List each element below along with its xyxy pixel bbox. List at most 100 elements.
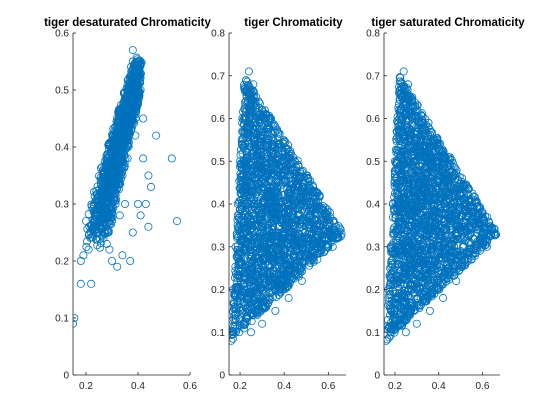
scatter-point [100,178,109,187]
scatter-point [260,274,269,283]
scatter-point [111,159,120,168]
y-tick-label: 0.4 [211,200,225,211]
scatter-point [105,219,114,228]
scatter-point [242,160,251,169]
y-tick-label: 0.3 [55,200,69,211]
data-point [144,222,153,231]
scatter-point [323,240,332,249]
scatter-point [284,147,293,156]
scatter-point [239,234,248,243]
scatter-point [294,186,303,195]
x-tick-label: 0.4 [277,381,291,392]
data-point [291,242,300,251]
scatter-point [117,106,126,115]
scatter-point [286,149,295,158]
data-point [92,211,101,220]
scatter-point [257,189,266,198]
scatter-point [114,180,123,189]
data-point [128,228,137,237]
scatter-point [241,76,250,85]
scatter-point [107,202,116,211]
y-tick-label: 0.2 [55,257,69,268]
scatter-point [262,110,271,119]
data-point [108,171,117,180]
scatter-point [272,277,281,286]
data-point [73,314,79,322]
scatter-point [86,227,95,236]
scatter-point [274,196,283,205]
scatter-point [230,273,239,282]
scatter-point [273,128,282,137]
data-point [76,256,85,265]
y-tick-label: 0.6 [211,114,225,125]
data-point [240,285,249,294]
scatter-point [131,110,140,119]
scatter-point [239,115,248,124]
scatter-point [249,97,258,106]
data-point [238,127,247,136]
scatter-point [266,115,275,124]
scatter-point [302,213,311,222]
scatter-point [84,231,93,240]
scatter-point [284,166,293,175]
scatter-point [273,192,282,201]
scatter-point [92,207,101,216]
scatter-point [253,254,262,263]
data-point [139,154,148,163]
data-point [144,171,153,180]
data-point [313,255,322,264]
data-point [236,315,245,324]
scatter-point [98,190,107,199]
scatter-point [278,251,287,260]
scatter-point [277,179,286,188]
data-point [121,199,130,208]
scatter-point [270,232,279,241]
scatter-point [308,248,317,257]
scatter-point [237,137,246,146]
data-point [313,208,322,217]
data-point [302,234,311,243]
x-tick-label: 0.2 [79,381,93,392]
scatter-point [109,203,118,212]
scatter-point [254,116,263,125]
scatter-point [108,198,117,207]
scatter-point [104,141,113,150]
scatter-point [272,293,281,302]
scatter-point [266,262,275,271]
scatter-point [318,206,327,215]
scatter-point [91,235,100,244]
scatter-point [133,80,142,89]
scatter-point [290,253,299,262]
data-point [108,256,117,265]
scatter-point [280,229,289,238]
data-point [89,228,98,237]
scatter-point [275,129,284,138]
data-point [136,86,145,95]
scatter-point [110,151,119,160]
data-point [244,67,253,76]
scatter-point [277,269,286,278]
scatter-point [113,125,122,134]
scatter-point [282,215,291,224]
y-tick-label: 0 [219,371,225,382]
scatter-point [295,224,304,233]
scatter-point [311,250,320,259]
scatter-point [231,304,240,313]
scatter-point [234,266,243,275]
data-point [258,242,267,251]
scatter-point [95,243,104,252]
scatter-point [236,172,245,181]
scatter-point [395,82,404,91]
scatter-point [250,286,259,295]
scatter-point [335,224,344,233]
data-point [262,191,271,200]
data-point [258,319,267,328]
scatter-point [259,303,268,312]
scatter-point [298,246,307,255]
scatter-point [97,221,106,230]
scatter-point [246,100,255,109]
scatter-point [120,163,129,172]
scatter-point [273,152,282,161]
scatter-point [327,230,336,239]
scatter-point [231,310,240,319]
